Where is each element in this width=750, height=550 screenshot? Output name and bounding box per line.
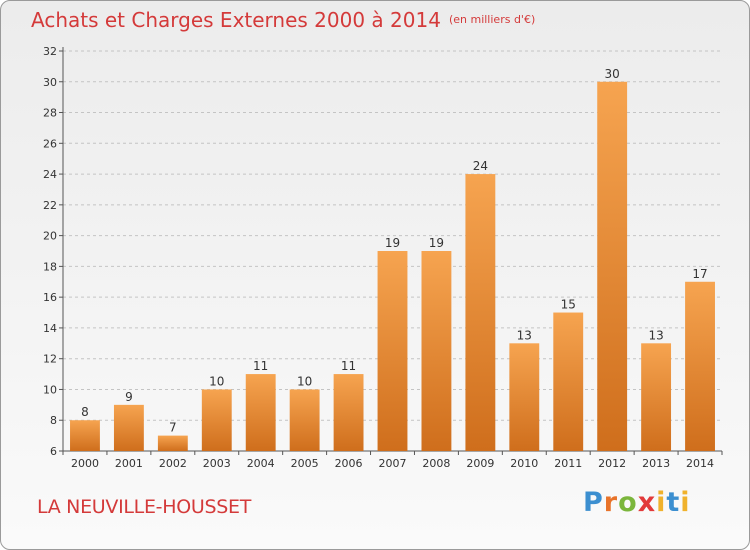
bar	[70, 420, 100, 451]
bar	[201, 389, 232, 451]
data-label: 30	[605, 67, 620, 81]
bar	[509, 343, 540, 451]
bar	[377, 251, 408, 451]
x-tick-label: 2000	[71, 457, 99, 470]
x-tick-label: 2005	[291, 457, 319, 470]
x-tick-label: 2008	[422, 457, 450, 470]
x-tick-label: 2013	[642, 457, 670, 470]
bar	[685, 281, 715, 451]
x-tick-label: 2001	[115, 457, 143, 470]
chart-unit-label: (en milliers d'€)	[448, 13, 536, 26]
x-tick-label: 2004	[247, 457, 275, 470]
brand-letter: i	[680, 487, 691, 518]
data-labels: 8 9 7 10 11 10 11 19 19 24 13 15 30 13 17	[81, 67, 708, 435]
data-label: 11	[253, 359, 268, 373]
data-label: 17	[692, 267, 707, 281]
x-tick-label: 2010	[510, 457, 538, 470]
bar	[289, 389, 320, 451]
y-tick-label: 30	[43, 76, 57, 89]
x-tick-label: 2003	[203, 457, 231, 470]
data-label: 19	[429, 236, 444, 250]
x-tick-label: 2012	[598, 457, 626, 470]
y-tick-label: 24	[43, 168, 57, 181]
data-label: 10	[209, 374, 224, 388]
brand-letter: t	[666, 487, 681, 518]
bar	[157, 435, 188, 451]
data-label: 10	[297, 374, 312, 388]
location-label: LA NEUVILLE-HOUSSET	[37, 496, 251, 518]
x-tick-label: 2014	[686, 457, 714, 470]
y-tick-label: 22	[43, 199, 57, 212]
brand-logo: Proxiti	[583, 487, 691, 518]
bar	[421, 251, 452, 451]
data-label: 11	[341, 359, 356, 373]
y-tick-label: 8	[50, 414, 57, 427]
y-tick-label: 18	[43, 260, 57, 273]
y-tick-label: 14	[43, 322, 57, 335]
y-tick-label: 16	[43, 291, 57, 304]
data-label: 24	[473, 159, 488, 173]
data-label: 13	[517, 328, 532, 342]
x-tick-label: 2011	[554, 457, 582, 470]
bars	[70, 81, 715, 452]
bar	[597, 81, 628, 452]
bar	[333, 374, 364, 451]
bar	[641, 343, 672, 451]
brand-letter: P	[583, 487, 604, 518]
data-label: 13	[648, 328, 663, 342]
chart-title-text: Achats et Charges Externes 2000 à 2014	[31, 8, 441, 32]
x-tick-label: 2007	[379, 457, 407, 470]
bar	[245, 374, 276, 451]
x-tick-label: 2002	[159, 457, 187, 470]
y-tick-label: 12	[43, 353, 57, 366]
brand-letter: o	[618, 487, 638, 518]
chart-title: Achats et Charges Externes 2000 à 2014 (e…	[31, 8, 535, 32]
y-tick-label: 32	[43, 45, 57, 58]
data-label: 15	[561, 298, 576, 312]
data-label: 7	[169, 421, 177, 435]
y-tick-label: 20	[43, 230, 57, 243]
data-label: 9	[125, 390, 133, 404]
bar	[553, 312, 584, 451]
grid-lines	[63, 50, 722, 421]
y-tick-label: 26	[43, 137, 57, 150]
y-tick-label: 28	[43, 107, 57, 120]
bar	[113, 404, 144, 451]
x-tick-label: 2006	[335, 457, 363, 470]
data-label: 8	[81, 405, 89, 419]
brand-letter: r	[603, 487, 619, 518]
x-tick-label: 2009	[466, 457, 494, 470]
brand-letter: i	[656, 487, 667, 518]
brand-letter: x	[637, 487, 657, 518]
bar	[465, 174, 496, 452]
y-tick-label: 6	[50, 445, 57, 458]
data-label: 19	[385, 236, 400, 250]
y-tick-label: 10	[43, 383, 57, 396]
